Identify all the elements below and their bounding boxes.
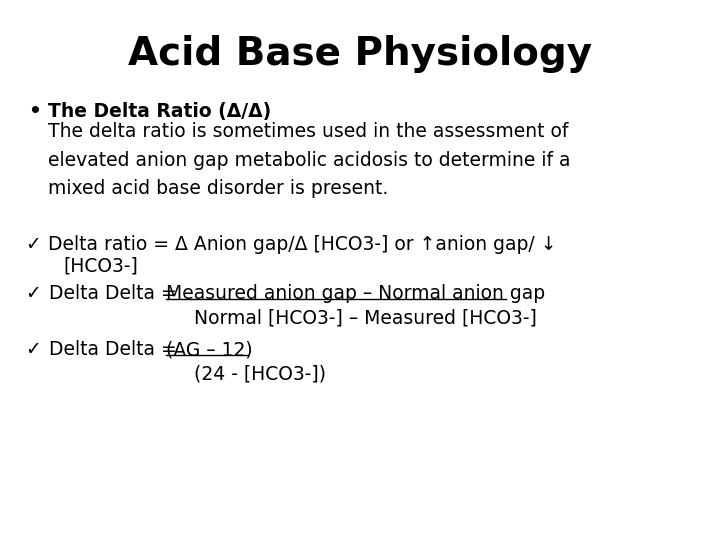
Text: [HCO3-]: [HCO3-] (63, 256, 138, 275)
Text: Normal [HCO3-] – Measured [HCO3-]: Normal [HCO3-] – Measured [HCO3-] (194, 308, 537, 327)
Text: ✓: ✓ (25, 235, 41, 254)
Text: (24 - [HCO3-]): (24 - [HCO3-]) (194, 364, 326, 383)
Text: Delta Delta =: Delta Delta = (43, 340, 183, 359)
Text: (AG – 12): (AG – 12) (166, 340, 253, 359)
Text: The delta ratio is sometimes used in the assessment of
elevated anion gap metabo: The delta ratio is sometimes used in the… (48, 122, 570, 199)
Text: ✓: ✓ (25, 340, 41, 359)
Text: Delta ratio = Δ Anion gap/Δ [HCO3-] or ↑anion gap/ ↓: Delta ratio = Δ Anion gap/Δ [HCO3-] or ↑… (48, 235, 557, 254)
Text: Acid Base Physiology: Acid Base Physiology (128, 35, 592, 73)
Text: ✓: ✓ (25, 284, 41, 303)
Text: The Delta Ratio (Δ/Δ): The Delta Ratio (Δ/Δ) (48, 102, 271, 121)
Text: Measured anion gap – Normal anion gap: Measured anion gap – Normal anion gap (166, 284, 545, 303)
Text: •: • (28, 102, 41, 121)
Text: Delta Delta =: Delta Delta = (43, 284, 183, 303)
